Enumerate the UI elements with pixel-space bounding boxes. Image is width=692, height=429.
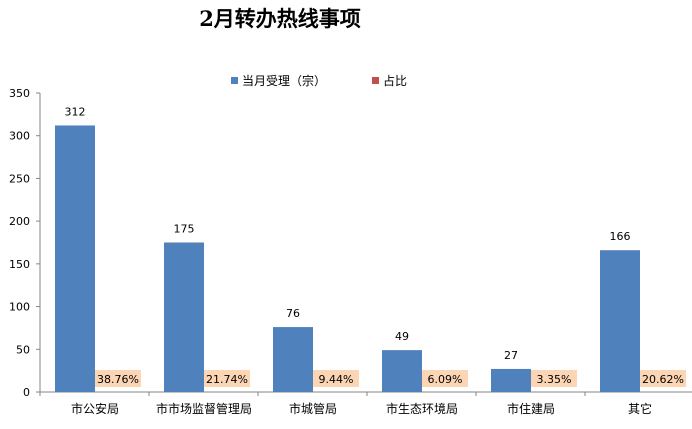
labels: 312 38.76% 175 21.74% 76 9.44% 49 6.09% 27 3.35% 1… [65, 105, 686, 387]
bar-value-label: 175 [174, 223, 195, 236]
percent-label-box [313, 370, 359, 387]
bar-value-label: 49 [395, 330, 409, 343]
y-tick-label: 300 [9, 130, 30, 143]
y-tick-label: 0 [23, 386, 30, 399]
percent-label: 20.62% [642, 373, 684, 386]
percent-label: 38.76% [97, 373, 139, 386]
percent-label: 3.35% [537, 373, 572, 386]
bar [382, 350, 422, 392]
legend: 当月受理（宗） 占比 [231, 73, 407, 88]
percent-label-box [640, 370, 686, 387]
percent-label: 6.09% [428, 373, 463, 386]
legend-swatch-percent [372, 77, 379, 84]
bar [55, 125, 95, 392]
bar [273, 327, 313, 392]
bar [600, 250, 640, 392]
bars [55, 125, 640, 392]
y-tick-label: 150 [9, 258, 30, 271]
y-tick-label: 350 [9, 87, 30, 100]
legend-label-percent: 占比 [383, 73, 407, 88]
chart-title: 2月转办热线事项 [199, 6, 361, 31]
y-tick-label: 50 [16, 343, 30, 356]
y-tick-label: 100 [9, 301, 30, 314]
percent-label-box [204, 370, 250, 387]
y-tick-label: 200 [9, 215, 30, 228]
bar [491, 368, 531, 392]
bar [164, 242, 204, 392]
bar-value-label: 76 [286, 307, 300, 320]
category-label: 市市场监督管理局 [156, 401, 252, 416]
bar-value-label: 166 [610, 230, 631, 243]
percent-label-box [95, 370, 141, 387]
bar-value-label: 27 [504, 349, 518, 362]
percent-label: 21.74% [206, 373, 248, 386]
percent-label-box [531, 370, 577, 387]
category-label: 其它 [628, 401, 652, 416]
category-label: 市生态环境局 [386, 401, 458, 416]
x-axis: 市公安局 市市场监督管理局 市城管局 市生态环境局 市住建局 其它 [39, 391, 692, 416]
category-label: 市住建局 [507, 401, 555, 416]
category-label: 市城管局 [289, 401, 337, 416]
percent-label: 9.44% [319, 373, 354, 386]
bar-value-label: 312 [65, 105, 86, 118]
y-axis: 0 50 100 150 200 250 300 350 [9, 87, 41, 399]
percent-label-box [422, 370, 468, 387]
category-label: 市公安局 [71, 401, 119, 416]
legend-label-count: 当月受理（宗） [242, 73, 326, 88]
y-tick-label: 250 [9, 172, 30, 185]
legend-swatch-count [231, 77, 238, 84]
